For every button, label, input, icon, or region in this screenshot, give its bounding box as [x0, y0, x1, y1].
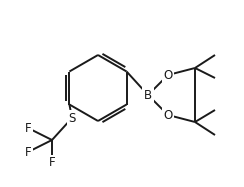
Text: F: F: [25, 122, 31, 134]
Text: O: O: [163, 108, 173, 122]
Text: B: B: [144, 88, 152, 102]
Text: F: F: [49, 157, 55, 169]
Text: F: F: [25, 145, 31, 159]
Text: O: O: [163, 68, 173, 82]
Text: S: S: [68, 111, 76, 125]
